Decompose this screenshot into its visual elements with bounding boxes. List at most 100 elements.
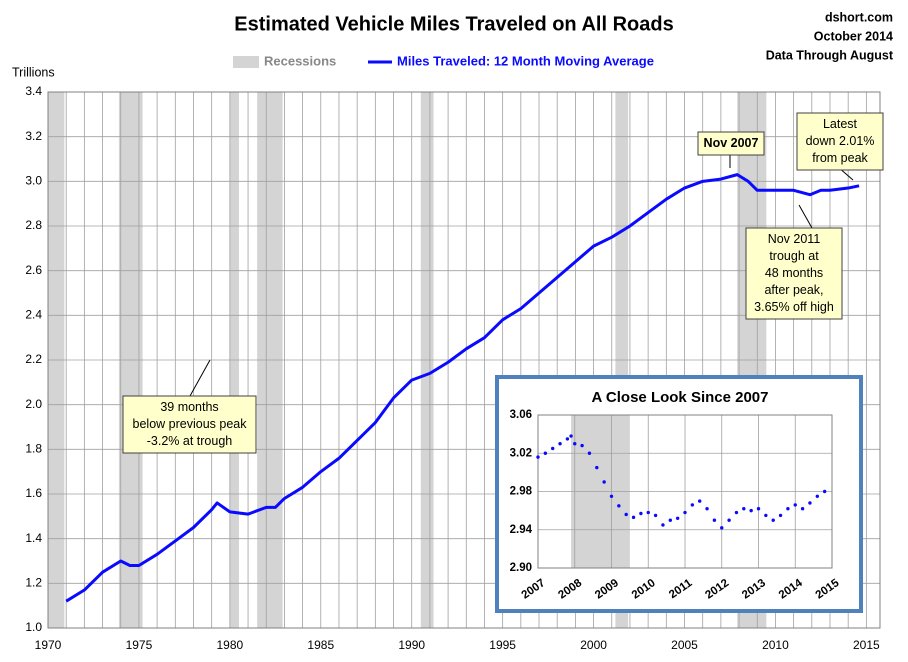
callout-text: 48 months: [765, 266, 823, 280]
y-tick-label: 2.8: [25, 218, 42, 232]
y-tick-label: 2.94: [510, 524, 533, 536]
data-point: [742, 507, 746, 511]
source: dshort.com: [825, 10, 893, 24]
callout-text: Latest: [823, 117, 858, 131]
y-tick-label: 2.2: [25, 352, 42, 366]
chart-title: Estimated Vehicle Miles Traveled on All …: [234, 13, 673, 35]
y-tick-label: 2.6: [25, 263, 42, 277]
data-point: [778, 513, 783, 518]
x-tick-label: 1985: [307, 638, 334, 652]
data-point: [580, 443, 584, 448]
data-point: [764, 513, 768, 518]
data-point: [815, 494, 819, 498]
annotations: Nov 2007 Latest down 2.01% from peak Nov 201…: [122, 112, 884, 454]
callout-text: 39 months: [160, 400, 218, 414]
data-point: [690, 503, 695, 507]
data-point: [536, 455, 540, 459]
y-tick-label: 3.4: [25, 84, 42, 98]
data-point: [631, 515, 636, 520]
arrow: [798, 204, 813, 229]
x-tick-label: 1990: [398, 638, 425, 652]
data-point: [683, 510, 687, 515]
data-point: [698, 499, 702, 503]
y-tick-label: 1.8: [25, 442, 42, 456]
data-point: [565, 437, 570, 441]
callout-box: [796, 112, 884, 171]
callout-text: below previous peak: [133, 417, 248, 431]
x-tick-label: 1975: [126, 638, 153, 652]
data-point: [661, 523, 665, 527]
data-point: [720, 526, 724, 530]
data-point: [727, 518, 731, 522]
plot-frame: [537, 414, 833, 569]
data-point: [786, 507, 790, 511]
x-tick-label: 1970: [35, 638, 62, 652]
x-tick-label: 2005: [671, 638, 698, 652]
data-point: [734, 510, 739, 515]
callout-text: Nov 2007: [704, 136, 759, 150]
data-line: [65, 173, 860, 603]
y-tick-label: 2.90: [510, 562, 532, 574]
arrow: [189, 359, 211, 397]
callout-text: trough at: [769, 249, 819, 263]
data-point: [609, 494, 614, 498]
y-axis-label: Trillions: [12, 65, 55, 79]
x-tick-label: 1980: [217, 638, 244, 652]
y-tick-label: 3.06: [510, 409, 532, 421]
data-point: [558, 441, 562, 446]
inset-title: A Close Look Since 2007: [591, 389, 768, 406]
source: October 2014: [814, 29, 893, 43]
callout-text: from peak: [812, 151, 868, 165]
data-point: [675, 516, 680, 520]
y-tick-label: 1.0: [25, 620, 42, 634]
y-tick-label: 2.0: [25, 397, 42, 411]
data-point: [712, 518, 717, 522]
data-point: [668, 518, 672, 522]
x-tick-label: 2015: [853, 638, 880, 652]
data-point: [705, 507, 709, 511]
data-point: [569, 434, 573, 438]
callout-box: [697, 131, 765, 156]
y-tick-label: 1.6: [25, 486, 42, 500]
callout-text: Nov 2011: [768, 232, 821, 246]
data-point: [822, 489, 827, 494]
y-tick-label: 3.2: [25, 129, 42, 143]
callout-text: -3.2% at trough: [147, 434, 233, 448]
data-point: [646, 510, 650, 515]
x-tick-label: 2000: [580, 638, 607, 652]
y-tick-label: 2.4: [25, 308, 42, 322]
data-point: [595, 465, 599, 470]
data-point: [793, 503, 797, 507]
data-point: [639, 511, 643, 516]
legend-label: Miles Traveled: 12 Month Moving Average: [397, 53, 654, 68]
data-point: [617, 504, 621, 508]
data-point: [756, 507, 761, 511]
data-point: [602, 480, 606, 484]
y-tick-label: 3.0: [25, 174, 42, 188]
callout-text: after peak,: [764, 283, 823, 297]
data-point: [587, 451, 592, 455]
plot-frame: [47, 91, 881, 629]
legend-label: Recessions: [264, 53, 336, 68]
x-tick-label: 2010: [762, 638, 789, 652]
data-point: [624, 512, 628, 517]
x-tick-label: 1995: [489, 638, 516, 652]
source: Data Through August: [766, 48, 894, 62]
data-point: [808, 501, 812, 505]
y-tick-label: 2.98: [510, 486, 533, 498]
data-point: [653, 513, 658, 518]
data-point: [771, 518, 775, 522]
callout-text: 3.65% off high: [754, 300, 834, 314]
callout-box: [745, 227, 843, 320]
y-tick-label: 1.4: [25, 531, 42, 545]
callout-box: [122, 395, 257, 454]
inset-frame: [495, 375, 863, 613]
data-point: [573, 441, 577, 446]
legend-swatch: [233, 56, 259, 68]
y-tick-label: 1.2: [25, 576, 42, 590]
data-point: [543, 451, 548, 455]
y-tick-label: 3.02: [510, 447, 532, 459]
data-point: [551, 446, 555, 451]
callout-text: down 2.01%: [806, 134, 875, 148]
